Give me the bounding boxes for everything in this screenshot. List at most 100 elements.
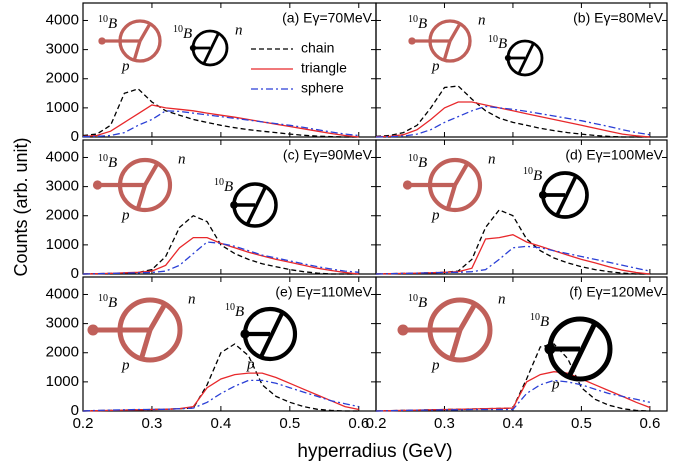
panel-frame <box>375 276 668 412</box>
panel-frame <box>375 139 668 275</box>
isotope-symbol: B <box>235 304 244 320</box>
x-tick-label: 0.6 <box>639 415 660 432</box>
data-line <box>82 104 359 138</box>
diagram-bottom-label: p <box>431 58 440 74</box>
diagram-bottom-label: p <box>121 58 130 74</box>
diagram-dot <box>544 343 556 355</box>
y-tick-label: 1000 <box>46 236 79 253</box>
x-tick-label: 0.4 <box>210 415 231 432</box>
diagram-bottom-label: p <box>121 357 130 373</box>
panel-annotation: (a) Eγ=70MeV <box>282 10 373 26</box>
isotope-label: 10B <box>408 153 427 171</box>
data-line <box>375 85 650 138</box>
y-tick-label: 1000 <box>46 373 79 390</box>
red-diagram: 10B n p <box>408 12 486 74</box>
legend-label: triangle <box>301 60 347 76</box>
isotope-symbol: B <box>224 179 233 195</box>
isotope-symbol: B <box>418 155 427 171</box>
y-tick-label: 4000 <box>46 11 79 28</box>
y-axis-label: Counts (arb. unit) <box>11 137 31 276</box>
data-line <box>82 236 359 275</box>
diagram-dot <box>402 180 413 190</box>
x-tick-label: 0.3 <box>142 415 163 432</box>
red-diagram: 10B np <box>92 151 186 223</box>
y-tick-label: 3000 <box>46 315 79 332</box>
diagram-bond <box>457 302 478 332</box>
diagram-dot <box>538 190 548 200</box>
y-tick-label: 2000 <box>46 344 79 361</box>
panel-annotation: (b) Eγ=80MeV <box>573 10 664 26</box>
data-line <box>375 105 650 138</box>
panel-annotation: (e) Eγ=110MeV <box>275 284 372 300</box>
isotope-mass: 10 <box>408 293 418 304</box>
diagram-top-label: n <box>488 151 496 167</box>
data-line <box>375 379 651 412</box>
diagram-bottom-label: p <box>431 357 440 373</box>
diagram-bottom-label: p <box>431 207 440 223</box>
diagram-bond <box>566 321 598 378</box>
diagram-dot <box>397 324 409 336</box>
diagram-bond <box>245 186 268 226</box>
panel-annotation: (d) Eγ=100MeV <box>565 147 663 163</box>
black-diagram: 10B <box>214 177 278 228</box>
diagram-bond <box>132 40 142 62</box>
isotope-mass: 10 <box>523 166 533 177</box>
black-diagram: 10B <box>523 166 589 219</box>
isotope-mass: 10 <box>214 177 224 188</box>
diagram-top-label: n <box>478 12 486 28</box>
legend-label: chain <box>301 40 334 56</box>
black-diagram: 10B <box>488 34 544 77</box>
diagram-dot <box>92 180 103 190</box>
isotope-label: 10B <box>523 166 542 184</box>
isotope-label: 10B <box>408 293 427 311</box>
isotope-symbol: B <box>183 26 192 42</box>
diagram-dot <box>189 44 197 52</box>
diagram-bond <box>202 32 220 65</box>
diagram-bond <box>453 162 470 187</box>
x-tick-label: 0.4 <box>503 415 524 432</box>
panel-annotation: (f) Eγ=120MeV <box>569 284 663 300</box>
isotope-label: 10B <box>98 293 117 311</box>
x-tick-label: 0.2 <box>73 415 94 432</box>
legend-label: sphere <box>301 80 344 96</box>
y-tick-label: 2000 <box>46 207 79 224</box>
isotope-label: 10B <box>214 177 233 195</box>
black-diagram: 10B p <box>225 302 298 372</box>
y-tick-label: 1000 <box>46 99 79 116</box>
diagram-bond <box>138 329 153 361</box>
diagram-bottom-label: p <box>246 356 255 372</box>
x-tick-label: 0.5 <box>571 415 592 432</box>
data-line <box>375 245 651 275</box>
diagram-bond <box>258 311 285 359</box>
diagram-bond <box>448 329 463 361</box>
data-line <box>375 234 650 275</box>
isotope-label: 10B <box>173 24 192 42</box>
data-line <box>82 88 359 138</box>
x-tick-label: 0.6 <box>348 415 369 432</box>
y-tick-label: 0 <box>71 402 79 419</box>
data-line <box>82 214 359 275</box>
y-tick-label: 2000 <box>46 70 79 87</box>
data-line <box>82 372 359 412</box>
diagram-dot <box>230 201 238 209</box>
isotope-label: 10B <box>225 302 244 320</box>
diagram-bond <box>448 22 462 42</box>
y-tick-label: 4000 <box>46 285 79 302</box>
y-tick-label: 0 <box>71 128 79 145</box>
isotope-symbol: B <box>540 314 549 330</box>
data-line <box>82 379 359 412</box>
diagram-bond <box>442 40 452 62</box>
diagram-dot <box>87 324 99 336</box>
diagram-bond <box>143 162 160 187</box>
isotope-label: 10B <box>408 14 427 32</box>
isotope-symbol: B <box>108 295 117 311</box>
isotope-symbol: B <box>108 155 117 171</box>
y-tick-label: 3000 <box>46 41 79 58</box>
isotope-mass: 10 <box>488 34 498 45</box>
isotope-label: 10B <box>98 153 117 171</box>
diagram-bond <box>138 22 152 42</box>
x-tick-label: 0.2 <box>366 415 387 432</box>
data-line <box>375 101 650 138</box>
data-line <box>375 209 650 275</box>
